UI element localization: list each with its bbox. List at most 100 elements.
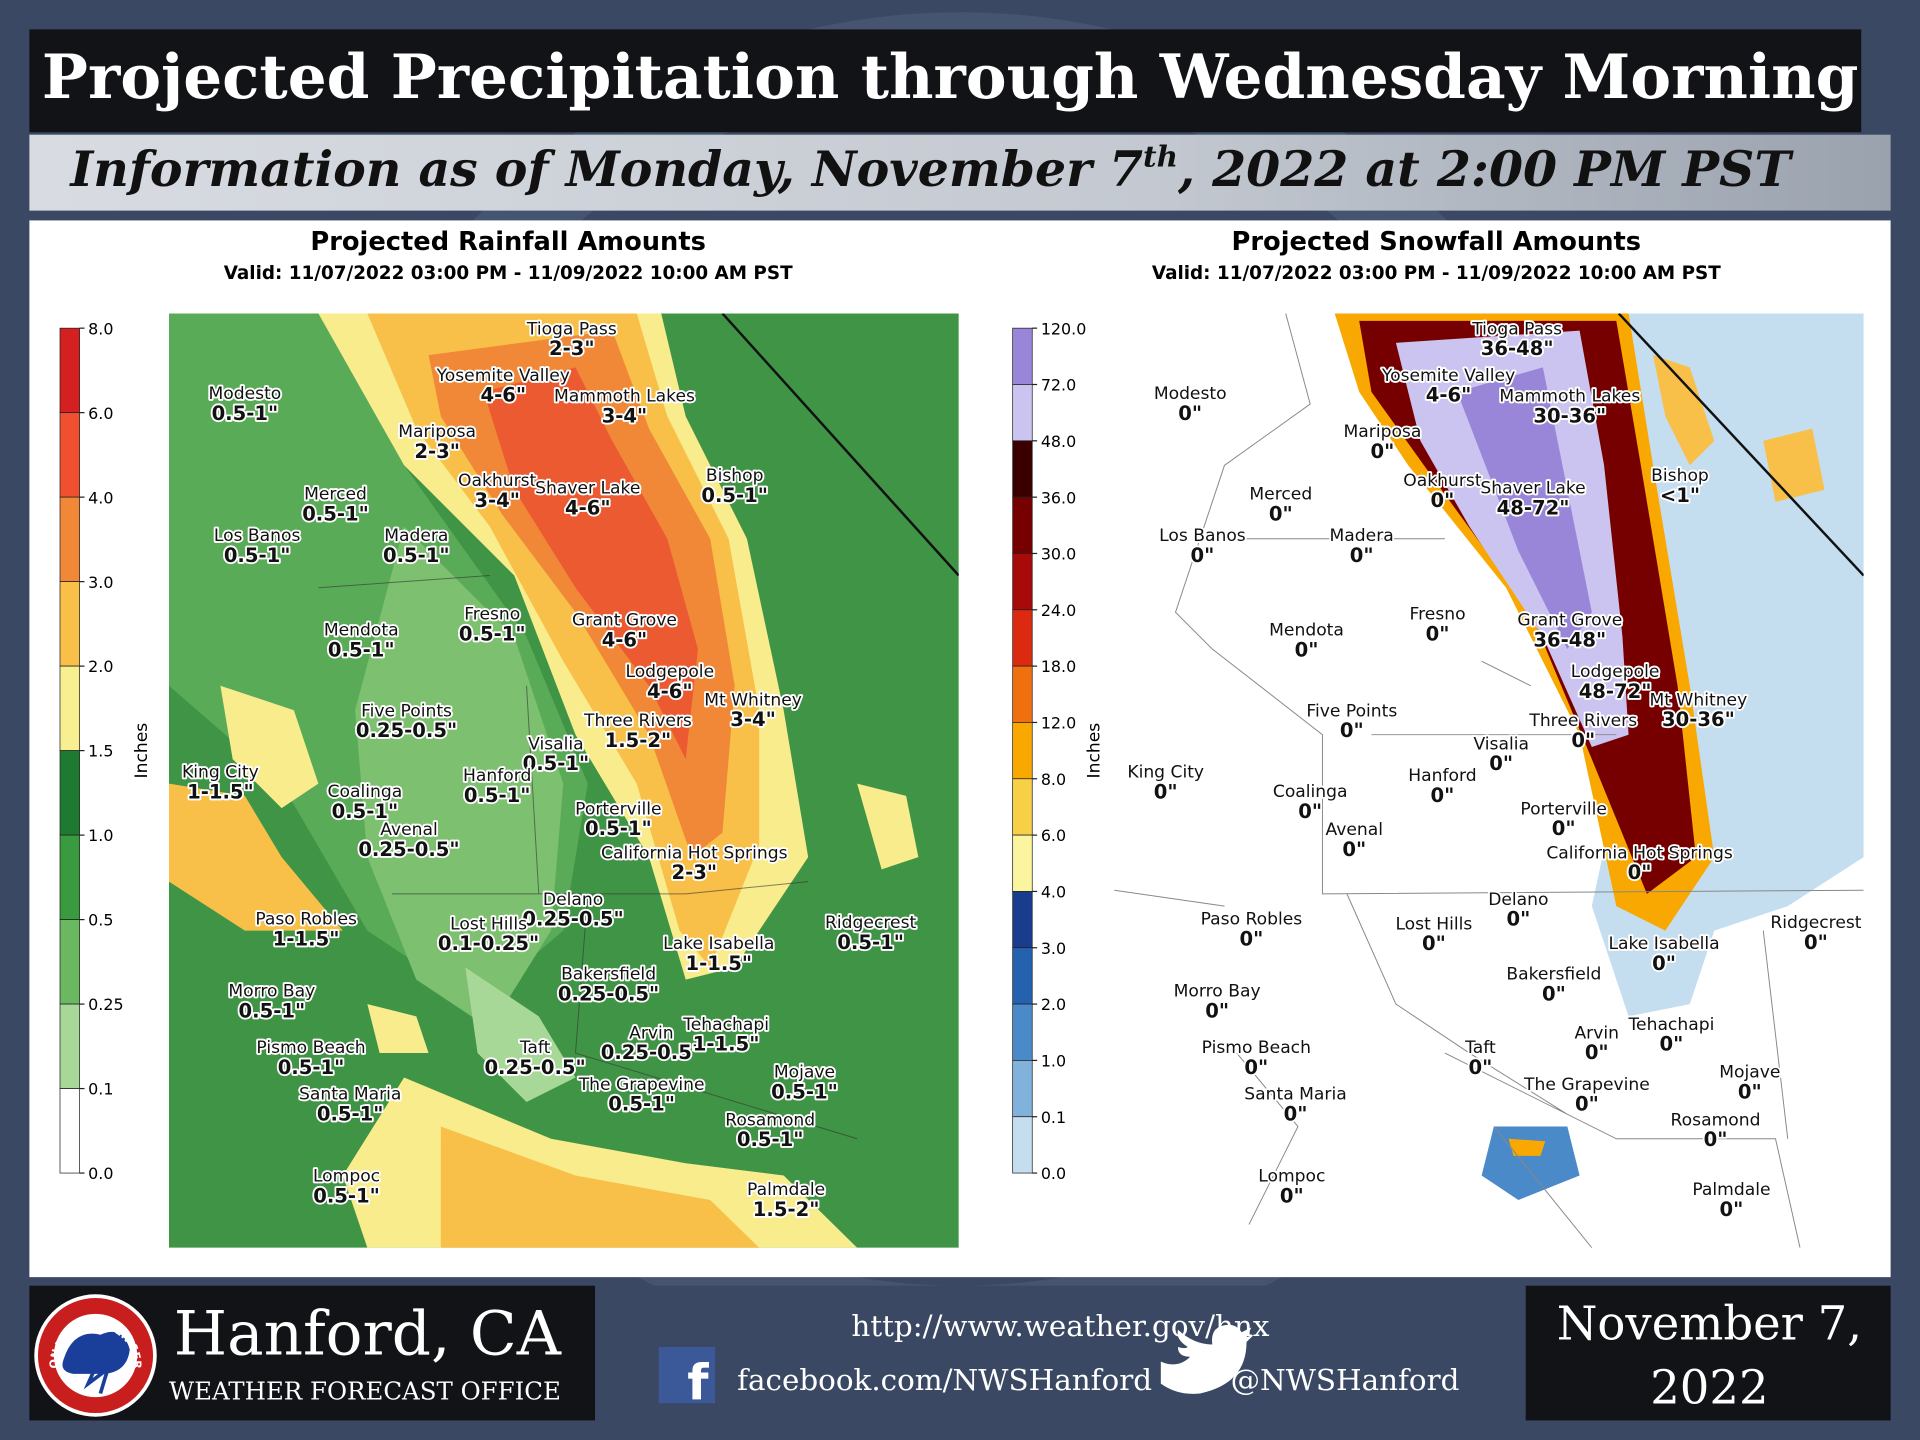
legend-tick-label: 8.0: [1041, 770, 1066, 789]
city-name: Grant Grove: [572, 611, 677, 631]
city-amount: 0": [1738, 1080, 1762, 1103]
legend-tick-label: 0.25: [88, 995, 123, 1014]
city-name: King City: [1127, 763, 1204, 783]
city-amount: 0.5-1": [328, 638, 395, 661]
city-name: The Grapevine: [1523, 1075, 1650, 1095]
city-name: Madera: [384, 526, 448, 546]
state-line: [721, 313, 959, 577]
city-amount: 0.5-1": [278, 1056, 345, 1079]
city-name: Los Banos: [1159, 526, 1246, 546]
legend-tick-label: 18.0: [1041, 657, 1076, 676]
city-name: Bakersfield: [1506, 965, 1601, 985]
city-amount: 0": [1244, 1056, 1268, 1079]
city-amount: 0": [1652, 952, 1676, 975]
city-name: Shaver Lake: [535, 478, 640, 498]
city-amount: 0": [1489, 752, 1513, 775]
city-amount: 0.25-0.5": [522, 908, 623, 931]
city-name: Lompoc: [1258, 1167, 1325, 1187]
city-name: Coalinga: [328, 782, 403, 802]
city-name: Fresno: [1410, 605, 1466, 625]
snow-band: [1508, 1138, 1546, 1156]
legend-tick-label: 2.0: [88, 657, 113, 676]
twitter-icon: [1160, 1324, 1254, 1394]
city-amount: 1.5-2": [753, 1198, 820, 1221]
legend-tick-label: 3.0: [88, 573, 113, 592]
city-name: Oakhurst: [458, 471, 537, 491]
city-name: Mariposa: [1344, 422, 1422, 442]
city-name: Hanford: [463, 766, 531, 786]
legend-tick-label: 3.0: [1041, 939, 1066, 958]
city-name: Porterville: [575, 799, 661, 819]
city-name: Avenal: [1326, 820, 1384, 840]
city-name: Lost Hills: [1395, 914, 1472, 934]
city-amount: 4-6": [480, 384, 526, 407]
city-name: Taft: [519, 1038, 551, 1058]
city-amount: 0.5-1": [701, 484, 768, 507]
date-line: 2022: [1650, 1360, 1768, 1414]
city-name: Bishop: [1651, 466, 1709, 486]
city-name: Madera: [1330, 526, 1394, 546]
city-amount: 0": [1720, 1198, 1744, 1221]
legend-swatch: [1012, 440, 1033, 498]
city-name: Lodgepole: [625, 662, 714, 682]
legend-swatch: [59, 750, 80, 836]
city-name: Mammoth Lakes: [554, 387, 695, 407]
facebook-handle: facebook.com/NWSHanford: [737, 1363, 1152, 1397]
city-name: Morro Bay: [228, 982, 315, 1002]
city-name: Yosemite Valley: [1381, 366, 1515, 386]
city-name: Delano: [1488, 890, 1548, 910]
valid-time: Valid: 11/07/2022 03:00 PM - 11/09/2022 …: [224, 263, 793, 284]
city-amount: 0": [1628, 861, 1652, 884]
city-amount: 0": [1426, 622, 1450, 645]
rain-band: [367, 1004, 429, 1054]
legend-tick-label: 24.0: [1041, 601, 1076, 620]
footer-date-block: [1525, 1285, 1891, 1421]
city-amount: 2-3": [549, 337, 595, 360]
city-amount: 0.25-0.5": [601, 1041, 702, 1064]
city-amount: 0": [1468, 1056, 1492, 1079]
office-name: Hanford, CA: [174, 1298, 562, 1369]
city-amount: 0": [1240, 927, 1264, 950]
legend-swatch: [59, 919, 80, 1005]
city-name: Santa Maria: [1244, 1085, 1346, 1105]
city-name: Visalia: [1473, 734, 1529, 754]
city-amount: 0.5-1": [224, 544, 291, 567]
city-name: Morro Bay: [1174, 982, 1261, 1002]
rain-map: [168, 313, 959, 1248]
legend-tick-label: 1.5: [88, 742, 113, 761]
city-amount: 0": [1422, 932, 1446, 955]
logo-bolt: [83, 1360, 112, 1394]
city-amount: 0": [1542, 982, 1566, 1005]
legend-tick-label: 1.0: [1041, 1052, 1066, 1071]
city-amount: 0.5-1": [585, 817, 652, 840]
valley-shade: [355, 526, 564, 1029]
city-amount: 30-36": [1533, 404, 1606, 427]
map-title: Projected Snowfall Amounts: [1232, 227, 1642, 257]
city-amount: 0.5-1": [464, 784, 531, 807]
date-line: November 7,: [1557, 1297, 1862, 1351]
city-name: Pismo Beach: [256, 1038, 365, 1058]
city-amount: 0": [1704, 1128, 1728, 1151]
city-name: Pismo Beach: [1202, 1038, 1311, 1058]
city-amount: 2-3": [671, 861, 717, 884]
legend-swatch: [59, 1088, 80, 1174]
legend-tick-label: 1.0: [88, 826, 113, 845]
legend-swatch: [1012, 778, 1033, 836]
city-amount: 36-48": [1533, 629, 1606, 652]
legend-swatch: [1012, 722, 1033, 780]
city-name: Five Points: [1306, 701, 1397, 721]
city-amount: 4-6": [647, 680, 693, 703]
city-name: Santa Maria: [299, 1085, 401, 1105]
subtitle-superscript: th: [1143, 139, 1178, 174]
city-amount: 0.5-1": [332, 800, 399, 823]
city-amount: 0.1-0.25": [438, 932, 539, 955]
city-amount: 48-72": [1497, 496, 1570, 519]
city-name: Shaver Lake: [1480, 478, 1585, 498]
city-amount: 0.5-1": [523, 752, 590, 775]
city-amount: 0": [1280, 1184, 1304, 1207]
legend-tick-label: 4.0: [88, 488, 113, 507]
city-amount: 0": [1284, 1102, 1308, 1125]
city-amount: 48-72": [1579, 680, 1652, 703]
city-amount: <1": [1660, 484, 1700, 507]
